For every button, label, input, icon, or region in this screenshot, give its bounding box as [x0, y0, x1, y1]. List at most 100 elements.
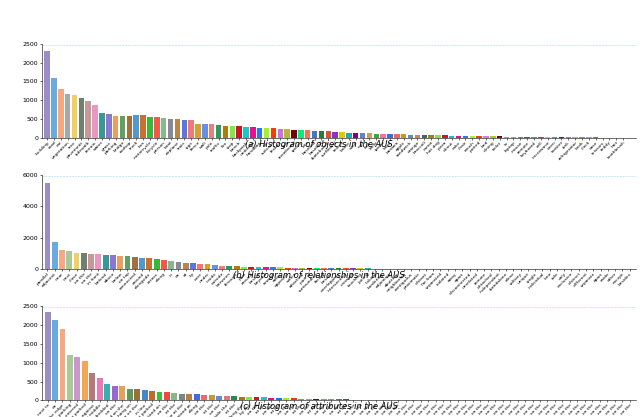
- Bar: [65, 95, 70, 138]
- Bar: [72, 95, 77, 138]
- Bar: [463, 136, 468, 138]
- Bar: [86, 101, 91, 138]
- Bar: [92, 105, 98, 138]
- Bar: [45, 312, 51, 400]
- Bar: [154, 259, 159, 269]
- Bar: [161, 260, 167, 269]
- Bar: [428, 135, 434, 138]
- Bar: [212, 265, 218, 269]
- Bar: [285, 268, 291, 269]
- Bar: [374, 133, 379, 138]
- Bar: [147, 117, 153, 138]
- Bar: [326, 131, 331, 138]
- Bar: [60, 329, 65, 400]
- Bar: [106, 114, 111, 138]
- Bar: [231, 396, 237, 400]
- Bar: [99, 113, 105, 138]
- Bar: [120, 116, 125, 138]
- Bar: [335, 268, 342, 269]
- Bar: [112, 386, 118, 400]
- Bar: [161, 118, 166, 138]
- Bar: [139, 258, 145, 269]
- Bar: [119, 387, 125, 400]
- Text: (b) Histogram of relationships in the AUS.: (b) Histogram of relationships in the AU…: [233, 271, 407, 280]
- Bar: [51, 78, 57, 138]
- Bar: [179, 394, 185, 400]
- Bar: [313, 399, 319, 400]
- Bar: [79, 98, 84, 138]
- Bar: [524, 137, 530, 138]
- Bar: [117, 256, 123, 269]
- Bar: [88, 254, 94, 269]
- Bar: [449, 136, 454, 138]
- Bar: [230, 126, 235, 138]
- Bar: [195, 124, 201, 138]
- Bar: [97, 378, 103, 400]
- Bar: [216, 125, 221, 138]
- Bar: [234, 266, 239, 269]
- Bar: [291, 399, 297, 400]
- Bar: [103, 255, 109, 269]
- Bar: [82, 361, 88, 400]
- Bar: [358, 399, 364, 400]
- Bar: [140, 116, 146, 138]
- Bar: [346, 133, 351, 138]
- Bar: [271, 128, 276, 138]
- Bar: [241, 266, 247, 269]
- Bar: [261, 397, 267, 400]
- Bar: [284, 129, 290, 138]
- Bar: [504, 136, 509, 138]
- Bar: [183, 263, 189, 269]
- Bar: [442, 136, 447, 138]
- Bar: [257, 128, 262, 138]
- Bar: [483, 136, 489, 138]
- Bar: [335, 399, 342, 400]
- Bar: [276, 398, 282, 400]
- Bar: [205, 264, 211, 269]
- Bar: [52, 242, 58, 269]
- Bar: [360, 133, 365, 138]
- Bar: [127, 389, 132, 400]
- Bar: [300, 268, 305, 269]
- Bar: [263, 267, 269, 269]
- Bar: [58, 89, 63, 138]
- Bar: [154, 117, 159, 138]
- Bar: [74, 357, 81, 400]
- Bar: [236, 126, 242, 138]
- Bar: [298, 130, 303, 138]
- Bar: [538, 137, 543, 138]
- Bar: [278, 129, 283, 138]
- Bar: [81, 253, 87, 269]
- Bar: [182, 120, 187, 138]
- Bar: [248, 267, 254, 269]
- Bar: [175, 262, 181, 269]
- Bar: [264, 128, 269, 138]
- Bar: [149, 391, 155, 400]
- Bar: [223, 396, 230, 400]
- Bar: [319, 131, 324, 138]
- Bar: [44, 51, 50, 138]
- Bar: [134, 115, 139, 138]
- Bar: [172, 393, 177, 400]
- Bar: [168, 119, 173, 138]
- Bar: [239, 397, 244, 400]
- Bar: [531, 137, 537, 138]
- Bar: [268, 397, 275, 400]
- Bar: [141, 390, 148, 400]
- Bar: [168, 261, 174, 269]
- Bar: [490, 136, 495, 138]
- Bar: [164, 392, 170, 400]
- Text: (a) Histogram of objects in the AUS.: (a) Histogram of objects in the AUS.: [245, 140, 395, 149]
- Bar: [223, 126, 228, 138]
- Bar: [277, 267, 284, 269]
- Bar: [380, 134, 386, 138]
- Bar: [209, 125, 214, 138]
- Bar: [545, 137, 550, 138]
- Bar: [353, 133, 358, 138]
- Bar: [147, 259, 152, 269]
- Bar: [470, 136, 475, 138]
- Bar: [250, 127, 255, 138]
- Bar: [134, 389, 140, 400]
- Bar: [456, 136, 461, 138]
- Bar: [314, 268, 319, 269]
